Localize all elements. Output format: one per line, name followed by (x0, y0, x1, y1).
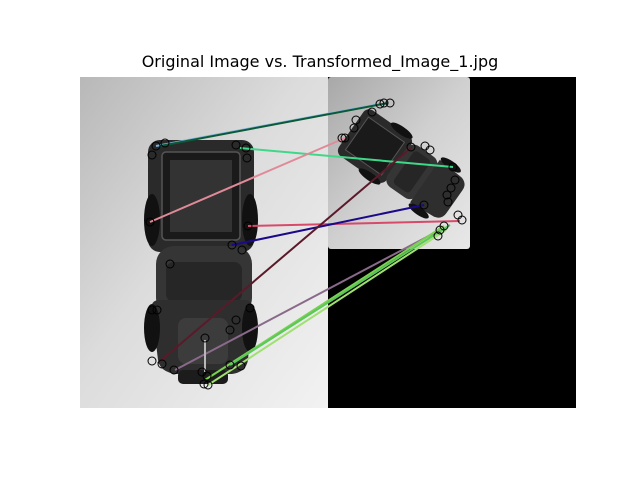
keypoints (145, 98, 467, 390)
keypoint-marker (406, 142, 416, 152)
keypoint-marker (379, 98, 389, 108)
keypoint-marker (243, 221, 253, 231)
match-line (159, 102, 389, 147)
keypoint-marker (419, 200, 429, 210)
match-line (231, 204, 425, 246)
truck-original (144, 140, 258, 384)
keypoint-marker (157, 359, 167, 369)
keypoint-marker (169, 365, 179, 375)
keypoint-marker (165, 259, 175, 269)
keypoint-marker (231, 140, 241, 150)
keypoint-marker (340, 133, 350, 143)
keypoint-marker (147, 356, 157, 366)
keypoint-marker (225, 325, 235, 335)
keypoint-marker (237, 245, 247, 255)
keypoint-marker (385, 98, 395, 108)
keypoint-marker (147, 150, 157, 160)
keypoint-marker (152, 305, 162, 315)
keypoint-marker (200, 333, 210, 343)
match-line (204, 225, 445, 381)
match-line (149, 137, 346, 223)
keypoint-marker (450, 175, 460, 185)
keypoint-marker (160, 138, 170, 148)
keypoint-marker (147, 305, 157, 315)
keypoint-marker (202, 371, 212, 381)
keypoint-marker (225, 360, 235, 370)
keypoint-marker (337, 133, 347, 143)
keypoint-marker (425, 145, 435, 155)
keypoint-marker (446, 183, 456, 193)
keypoint-marker (236, 361, 246, 371)
keypoint-marker (448, 162, 458, 172)
figure-title: Original Image vs. Transformed_Image_1.j… (141, 52, 499, 71)
keypoint-marker (227, 240, 237, 250)
keypoint-marker (199, 379, 209, 389)
keypoint-marker (203, 380, 213, 390)
match-line (247, 220, 461, 227)
transformed-image (328, 77, 576, 408)
keypoint-marker (367, 107, 377, 117)
keypoint-marker (433, 231, 443, 241)
keypoint-marker (242, 153, 252, 163)
keypoint-marker (241, 143, 251, 153)
keypoint-marker (375, 99, 385, 109)
keypoint-marker (457, 215, 467, 225)
keypoint-marker (245, 303, 255, 313)
keypoint-marker (151, 141, 161, 151)
keypoint-marker (442, 190, 452, 200)
keypoint-marker (443, 197, 453, 207)
match-line (157, 146, 413, 364)
match-line (174, 229, 441, 371)
keypoint-marker (145, 217, 155, 227)
match-line (207, 229, 447, 386)
keypoint-marker (231, 315, 241, 325)
keypoint-marker (349, 123, 359, 133)
match-line (229, 224, 451, 366)
keypoint-marker (439, 221, 449, 231)
match-lines (149, 102, 461, 386)
truck-transformed (337, 109, 465, 219)
match-line (239, 147, 454, 168)
original-image (80, 77, 328, 408)
